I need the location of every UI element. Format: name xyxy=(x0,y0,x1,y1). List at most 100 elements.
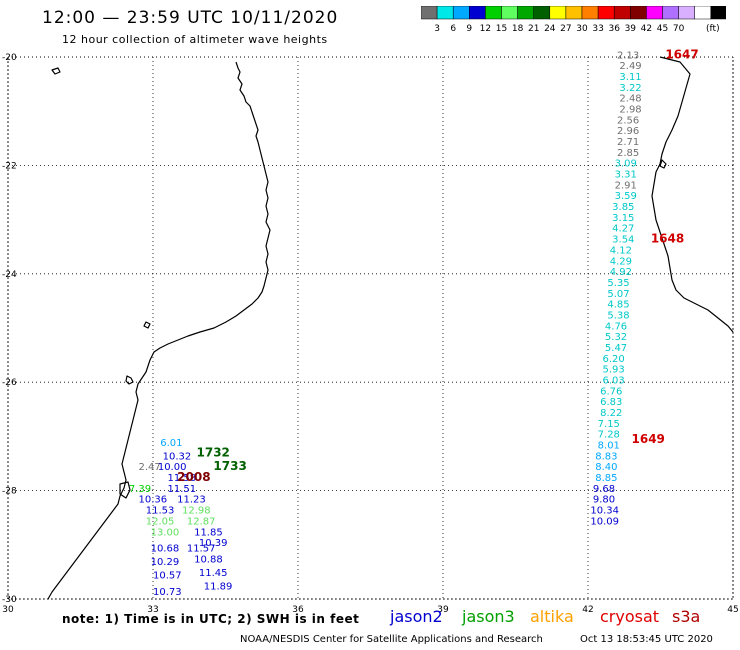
coastline-segment xyxy=(119,481,131,499)
coastline-segment xyxy=(51,67,61,75)
track-time-label: 1647 xyxy=(665,47,698,61)
scale-label: 70 xyxy=(673,24,685,34)
wave-height-value: 6.03 xyxy=(603,375,625,386)
wave-height-value: 3.31 xyxy=(615,170,637,181)
wave-height-value: 10.57 xyxy=(153,571,182,582)
wave-height-value: 7.28 xyxy=(598,430,620,441)
track-time-label: 1733 xyxy=(213,459,246,473)
wave-height-value: 7.15 xyxy=(598,419,620,430)
lat-tick-label: -30 xyxy=(2,595,17,605)
wave-height-value: 10.39 xyxy=(199,538,228,549)
wave-height-value: 3.85 xyxy=(612,202,634,213)
legend-jason2: jason2 xyxy=(390,607,443,626)
wave-height-value: 11.89 xyxy=(204,581,233,592)
wave-height-value: 2.98 xyxy=(619,104,641,115)
wave-height-value: 12.05 xyxy=(146,516,175,527)
wave-height-value: 2.13 xyxy=(617,50,639,61)
wave-height-value: 2.56 xyxy=(617,115,639,126)
wave-height-value: 11.58 xyxy=(168,473,197,484)
scale-label: 21 xyxy=(528,24,539,34)
wave-height-value: 11.85 xyxy=(194,527,223,538)
scale-label: 39 xyxy=(625,24,637,34)
coastline-segment xyxy=(125,375,134,385)
wave-height-value: 6.01 xyxy=(160,438,182,449)
scale-label: 12 xyxy=(480,24,491,34)
wave-height-value: 10.09 xyxy=(590,516,619,527)
color-scale: 3 6 9 12 15 18 21 24 27 30 33 36 39 42 45 70 (ft) xyxy=(421,6,726,34)
wave-height-value: 2.96 xyxy=(617,126,639,137)
lon-tick-label: 33 xyxy=(147,605,158,615)
scale-label: 15 xyxy=(496,24,507,34)
wave-height-value: 4.29 xyxy=(610,256,632,267)
page-title: 12:00 — 23:59 UTC 10/11/2020 xyxy=(42,8,339,28)
wave-height-value: 5.32 xyxy=(605,332,627,343)
wave-height-value: 10.29 xyxy=(151,557,180,568)
scale-label: 18 xyxy=(512,24,524,34)
scale-label: 36 xyxy=(608,24,620,34)
wave-height-values: 2.132.493.113.222.482.982.562.962.712.85… xyxy=(129,50,642,598)
wave-height-value: 5.38 xyxy=(607,310,629,321)
legend-altika: altika xyxy=(530,607,574,626)
lat-tick-label: -22 xyxy=(2,161,17,171)
wave-height-value: 3.54 xyxy=(612,235,634,246)
lon-tick-label: 30 xyxy=(2,605,14,615)
wave-height-value: 10.68 xyxy=(151,544,180,555)
wave-height-value: 4.85 xyxy=(607,300,629,311)
wave-height-value: 7.39 xyxy=(129,484,151,495)
coastline-segment xyxy=(651,56,734,333)
scale-label: 24 xyxy=(544,24,556,34)
credit-line: NOAA/NESDIS Center for Satellite Applica… xyxy=(240,634,543,645)
scale-label: 33 xyxy=(592,24,603,34)
wave-height-value: 6.83 xyxy=(600,397,622,408)
lat-tick-label: -28 xyxy=(2,487,17,497)
wave-height-value: 4.92 xyxy=(610,267,632,278)
wave-height-value: 12.98 xyxy=(182,506,211,517)
scale-label: 3 xyxy=(434,24,440,34)
legend-s3a: s3a xyxy=(672,607,701,626)
generated-timestamp: Oct 13 18:53:45 UTC 2020 xyxy=(580,634,713,645)
coastline xyxy=(47,56,734,600)
track-time-label: 2008 xyxy=(177,470,210,484)
wave-height-value: 10.88 xyxy=(194,554,223,565)
page-subtitle: 12 hour collection of altimeter wave hei… xyxy=(62,33,328,46)
wave-height-value: 2.85 xyxy=(617,148,639,159)
lat-tick-label: -24 xyxy=(2,270,17,280)
wave-height-value: 8.01 xyxy=(598,441,620,452)
wave-height-value: 2.48 xyxy=(619,94,641,105)
axis-ticks: 30 33 36 39 42 45 -20 -22 -24 -26 -28 -30 xyxy=(2,53,739,615)
wave-height-value: 11.53 xyxy=(146,506,175,517)
wave-height-value: 8.22 xyxy=(600,408,622,419)
wave-height-value: 3.59 xyxy=(615,191,637,202)
wave-height-value: 5.47 xyxy=(605,343,627,354)
wave-height-value: 12.87 xyxy=(187,516,216,527)
wave-height-value: 4.27 xyxy=(612,224,634,235)
wave-height-value: 13.00 xyxy=(151,527,180,538)
scale-label: 42 xyxy=(641,24,652,34)
wave-height-value: 3.22 xyxy=(619,83,641,94)
wave-height-value: 5.35 xyxy=(607,278,629,289)
coastline-segment xyxy=(659,159,667,169)
lon-tick-label: 36 xyxy=(292,605,304,615)
wave-height-value: 2.49 xyxy=(619,61,641,72)
wave-height-value: 2.47 xyxy=(139,462,161,473)
wave-height-value: 10.36 xyxy=(139,495,168,506)
wave-height-value: 5.07 xyxy=(607,289,629,300)
wave-height-value: 9.80 xyxy=(593,495,615,506)
wave-height-value: 2.91 xyxy=(615,180,637,191)
wave-height-value: 10.00 xyxy=(158,462,187,473)
lon-tick-label: 39 xyxy=(437,605,449,615)
lat-tick-label: -26 xyxy=(2,378,17,388)
wave-height-value: 3.11 xyxy=(619,72,641,83)
wave-height-value: 8.40 xyxy=(595,462,617,473)
wave-height-value: 8.85 xyxy=(595,473,617,484)
wave-height-value: 10.34 xyxy=(590,506,619,517)
track-time-label: 1732 xyxy=(197,446,230,460)
wave-height-value: 8.83 xyxy=(595,451,617,462)
scale-swatch xyxy=(710,6,726,20)
wave-height-value: 6.20 xyxy=(603,354,625,365)
wave-height-value: 11.45 xyxy=(199,568,228,579)
lon-tick-label: 42 xyxy=(582,605,593,615)
lat-tick-label: -20 xyxy=(2,53,17,63)
